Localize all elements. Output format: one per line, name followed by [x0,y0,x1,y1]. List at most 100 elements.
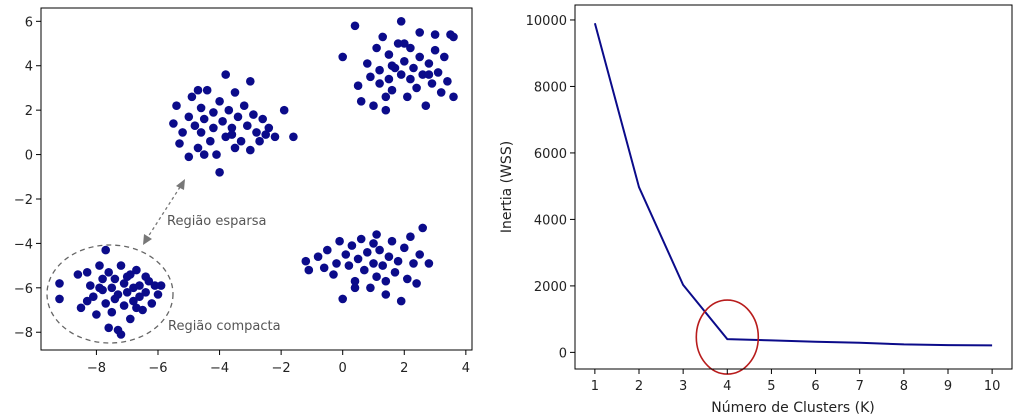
scatter-point [132,265,141,275]
scatter-point [409,259,418,268]
elbow-y-tick-label: 0 [559,346,567,361]
scatter-point [101,245,110,255]
scatter-point [344,261,354,270]
scatter-point [393,256,403,266]
scatter-point [126,314,135,324]
scatter-point [107,283,117,293]
scatter-x-tick-label: 2 [400,361,408,376]
scatter-point [381,105,391,115]
scatter-point [76,303,86,313]
elbow-y-tick-label: 4000 [534,213,567,228]
scatter-point [239,101,249,110]
scatter-point [375,79,384,88]
sparse-region-arrow-line [145,183,183,241]
scatter-point [440,52,449,62]
scatter-point [381,276,391,286]
elbow-highlight-circle [695,299,760,375]
scatter-point [372,43,381,53]
sparse-region-arrowhead-top [176,179,185,190]
scatter-point [156,281,166,290]
elbow-x-ticks: 1 2 3 4 5 6 7 8 9 10 [591,369,1000,394]
scatter-point [178,128,187,137]
scatter-point [449,92,458,102]
scatter-plot-frame [40,7,473,351]
elbow-x-tick-label: 9 [944,379,952,394]
scatter-x-ticks: −8 −6 −4 −2 0 2 4 [87,350,470,376]
scatter-point [430,30,440,39]
scatter-point [341,250,351,259]
scatter-point [424,259,434,268]
scatter-point [252,128,261,137]
scatter-point [363,59,372,68]
scatter-point [230,88,240,97]
scatter-x-tick-label: −4 [210,361,229,376]
scatter-point [378,261,388,270]
scatter-point [396,296,406,306]
scatter-point [436,88,446,97]
scatter-point [246,145,255,155]
scatter-point [418,70,428,79]
scatter-point [412,83,421,93]
scatter-point [261,130,271,139]
scatter-point [82,296,92,306]
scatter-point [73,270,83,279]
scatter-point [95,283,104,293]
scatter-point [338,294,348,304]
elbow-y-tick-label: 2000 [534,280,567,295]
scatter-point [372,272,381,282]
scatter-point [356,97,366,106]
scatter-y-tick-label: 4 [25,60,33,75]
scatter-point [227,123,237,133]
scatter-point [104,268,113,277]
scatter-point [122,272,132,282]
scatter-point [415,52,425,62]
scatter-point [350,21,360,31]
scatter-point [304,265,314,275]
elbow-x-tick-label: 7 [856,379,864,394]
scatter-y-tick-label: −6 [14,282,33,297]
scatter-point [233,112,243,122]
scatter-point [184,152,194,162]
elbow-line-chart: 1 2 3 4 5 6 7 8 9 10 0 2000 4000 6000 8000 10000 Númer… [499,4,1013,416]
scatter-point [255,136,264,146]
scatter-point [387,61,397,70]
scatter-point [175,139,184,148]
scatter-point [150,281,160,290]
scatter-point [433,68,443,77]
scatter-point [135,292,144,302]
scatter-x-tick-label: 4 [462,361,470,376]
scatter-point [199,114,209,124]
elbow-x-tick-label: 5 [767,379,775,394]
scatter-y-ticks: −8 −6 −4 −2 0 2 4 6 [14,15,41,341]
scatter-point [375,245,384,255]
scatter-point [396,17,406,26]
scatter-point [406,232,415,241]
scatter-point [289,132,298,142]
scatter-point [193,143,203,153]
scatter-points-group [55,17,458,339]
scatter-point [409,63,418,73]
scatter-point [144,276,154,286]
elbow-y-ticks: 0 2000 4000 6000 8000 10000 [526,14,575,361]
scatter-point [116,261,126,270]
scatter-point [132,303,141,313]
scatter-point [122,288,132,297]
scatter-point [449,32,458,42]
elbow-x-tick-label: 3 [679,379,687,394]
scatter-point [378,32,388,42]
elbow-y-tick-label: 10000 [526,14,567,29]
scatter-point [98,274,107,284]
scatter-point [400,39,409,48]
scatter-point [353,81,363,90]
scatter-point [387,236,397,246]
scatter-point [169,119,178,128]
scatter-point [153,290,163,299]
elbow-x-tick-label: 2 [635,379,643,394]
scatter-point [366,283,375,293]
scatter-point [89,292,98,302]
scatter-point [209,108,218,117]
scatter-point [335,236,344,246]
scatter-point [424,70,434,79]
scatter-point [172,101,181,110]
scatter-point [95,261,104,270]
